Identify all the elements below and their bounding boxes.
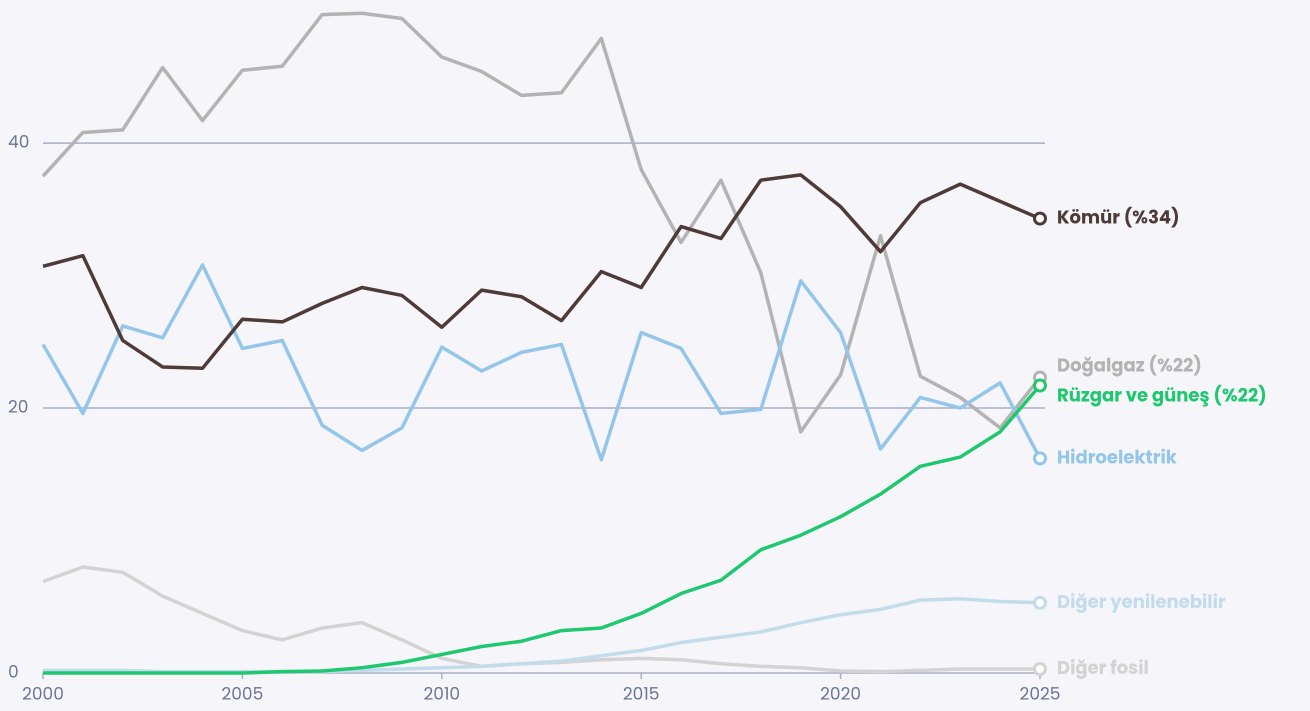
series-line <box>42 173 1041 371</box>
end-point <box>1033 378 1047 393</box>
series-label: Hidroelektrik <box>1057 445 1178 470</box>
series-line <box>43 384 1042 675</box>
y-tick-label: 20 <box>8 395 28 419</box>
series-label: Diğer yenilenebilir <box>1057 590 1226 615</box>
x-tick-label: 2000 <box>22 682 64 706</box>
series-label: Diğer fosil <box>1057 656 1149 681</box>
series-label: Kömür (%34) <box>1057 206 1180 231</box>
end-point <box>1033 595 1047 610</box>
x-tick-label: 2010 <box>424 682 461 706</box>
series-line <box>41 263 1042 462</box>
end-point <box>1033 662 1047 677</box>
y-tick-label: 0 <box>8 660 19 684</box>
x-tick-label: 2020 <box>820 682 861 706</box>
series-label: Rüzgar ve güneş (%22) <box>1057 384 1267 409</box>
x-tick-label: 2005 <box>221 682 263 706</box>
series-label: Doğalgaz (%22) <box>1057 354 1202 379</box>
x-tick-label: 2025 <box>1020 682 1061 706</box>
x-tick-label: 2015 <box>623 682 660 706</box>
end-point <box>1033 451 1047 466</box>
end-point <box>1033 211 1047 226</box>
series-line <box>41 11 1042 434</box>
series-line <box>42 565 1040 674</box>
y-tick-label: 40 <box>8 130 29 154</box>
